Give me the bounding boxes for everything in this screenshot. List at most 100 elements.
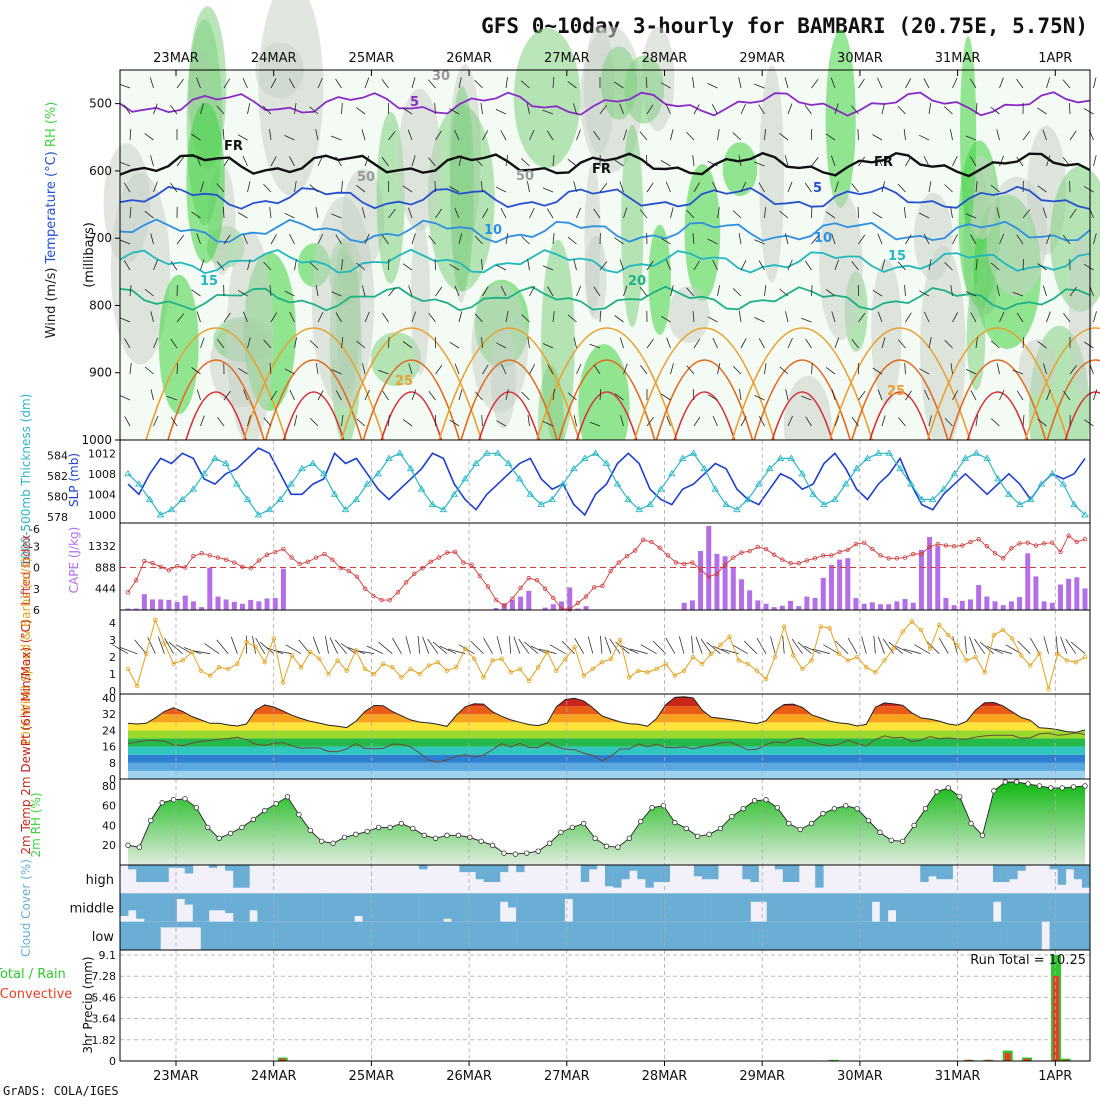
rh-marker xyxy=(627,836,632,841)
temperature-band xyxy=(120,722,1090,730)
surface-wind-barb xyxy=(330,637,338,653)
y-tick-label: 600 xyxy=(89,164,112,178)
cloud-bar-low xyxy=(759,922,767,950)
lifted-tick-label: 6 xyxy=(33,604,40,617)
rh-marker xyxy=(1026,782,1031,787)
cloud-bar-middle xyxy=(815,893,823,921)
rh-marker xyxy=(274,801,279,806)
cloud-bar-middle xyxy=(718,893,726,921)
wind-tick-label: 3 xyxy=(109,634,116,647)
cloud-bar-low xyxy=(702,922,710,950)
cloud-bar-high xyxy=(945,865,953,879)
rh-marker xyxy=(1003,780,1008,785)
cloud-bar-middle xyxy=(807,893,815,921)
temperature-band xyxy=(120,771,1090,779)
rh-marker xyxy=(285,794,290,799)
lifted-tick-label: 0 xyxy=(33,562,40,575)
cape-bar xyxy=(1083,588,1088,610)
cloud-bar-middle xyxy=(686,893,694,921)
wind-tick-label: 1 xyxy=(109,668,116,681)
rh-marker xyxy=(855,806,860,811)
cloud-bar-middle xyxy=(888,893,896,910)
cape-tick-label: 888 xyxy=(95,561,116,574)
surface-wind-barb xyxy=(783,636,785,654)
cloud-bar-middle xyxy=(306,893,314,921)
cloud-bar-low xyxy=(799,922,807,950)
cloud-bar-middle xyxy=(160,893,168,921)
cape-bar xyxy=(698,551,703,610)
surface-wind-barb xyxy=(286,645,302,654)
cloud-bar-middle xyxy=(783,893,791,921)
cloud-bar-low xyxy=(363,922,371,950)
surface-wind-barb xyxy=(231,637,237,654)
surface-wind-barb xyxy=(392,638,401,654)
cloud-bar-high xyxy=(1001,865,1009,882)
cloud-bar-middle xyxy=(961,893,969,921)
y-tick-label: 500 xyxy=(89,97,112,111)
cloud-bar-high xyxy=(1009,865,1017,879)
rh-contour-fill xyxy=(759,65,784,282)
slp-tick-label: 1004 xyxy=(88,488,116,501)
rh-marker xyxy=(502,851,507,856)
cloud-bar-low xyxy=(573,922,581,950)
cloud-bar-low xyxy=(225,922,233,950)
date-tick-label-top: 24MAR xyxy=(251,51,297,66)
surface-wind-barb xyxy=(497,636,502,653)
cloud-bar-middle xyxy=(977,893,985,921)
rh-marker xyxy=(160,800,165,805)
cloud-bar-low xyxy=(920,922,928,950)
cloud-bar-low xyxy=(548,922,556,950)
cloud-bar-low xyxy=(872,922,880,950)
cloud-bar-low xyxy=(338,922,346,950)
cape-bar xyxy=(984,597,989,610)
cape-bar xyxy=(1050,603,1055,610)
surface-wind-barb xyxy=(471,641,484,654)
cloud-bar-low xyxy=(443,922,451,950)
cloud-bar-high xyxy=(419,865,427,869)
y-tick-label: 900 xyxy=(89,366,112,380)
cloud-bar-low xyxy=(144,922,152,950)
cloud-bar-high xyxy=(233,865,241,888)
cloud-bar-high xyxy=(654,865,662,882)
cloud-bar-low xyxy=(290,922,298,950)
cloud-bar-low xyxy=(451,922,459,950)
date-tick-label-bottom: 26MAR xyxy=(446,1069,492,1084)
cape-bar xyxy=(731,567,736,610)
slp-tick-label: 1008 xyxy=(88,468,116,481)
contour-label: FR xyxy=(224,139,243,154)
cape-bar xyxy=(968,599,973,610)
cloud-bar-middle xyxy=(387,893,395,921)
cloud-bar-low xyxy=(217,922,225,950)
cloud-bar-high xyxy=(1017,865,1025,871)
cape-bar xyxy=(1025,553,1030,610)
cloud-bar-middle xyxy=(266,893,274,921)
cloud-bar-middle xyxy=(637,893,645,921)
date-tick-label-top: 23MAR xyxy=(153,51,199,66)
rh-marker xyxy=(900,839,905,844)
rh-contour-fill xyxy=(159,275,199,415)
cloud-bar-low xyxy=(928,922,936,950)
cloud-bar-low xyxy=(152,922,160,950)
temp-tick-label: 24 xyxy=(102,724,116,737)
cape-bar xyxy=(788,601,793,610)
temperature-band xyxy=(120,706,1090,714)
cape-bar xyxy=(232,602,237,610)
cloud-bar-low xyxy=(540,922,548,950)
cloud-bar-low xyxy=(1074,922,1082,950)
cloud-bar-middle xyxy=(710,893,718,921)
cloud-bar-low xyxy=(427,922,435,950)
y-tick-label: 1000 xyxy=(81,433,112,447)
cloud-bar-low xyxy=(524,922,532,950)
date-tick-label-bottom: 29MAR xyxy=(739,1069,785,1084)
cloud-bar-middle xyxy=(128,893,136,910)
temperature-band xyxy=(120,747,1090,755)
cloud-bar-low xyxy=(306,922,314,950)
rh-marker xyxy=(684,826,689,831)
rh-marker xyxy=(228,831,233,836)
rh-marker xyxy=(570,825,575,830)
cape-bar xyxy=(518,597,523,610)
axis-title-pressure: (millibars) xyxy=(82,222,97,288)
cloud-bar-low xyxy=(993,922,1001,950)
surface-wind-barb xyxy=(692,636,694,654)
cape-tick-label: 444 xyxy=(95,583,116,596)
